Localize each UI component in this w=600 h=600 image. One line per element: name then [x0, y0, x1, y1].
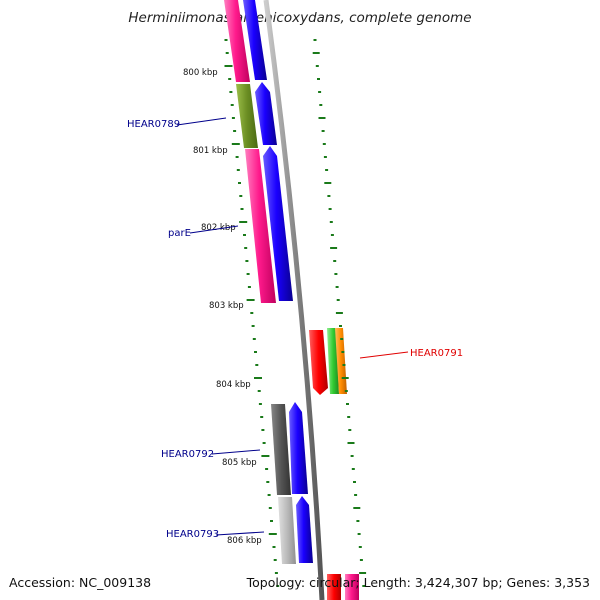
- accession-text: Accession: NC_009138: [9, 575, 152, 590]
- gene-label-hear0791[interactable]: HEAR0791: [410, 348, 463, 359]
- gene-block-forward-2: [255, 82, 277, 145]
- gene-block-red-hear0791: [309, 330, 328, 395]
- kbp-label-803: 803 kbp: [209, 301, 244, 311]
- gene-block-forward-1: [243, 0, 267, 80]
- leader-line-hear0792: [211, 449, 261, 455]
- gene-block-forward-3: [263, 146, 293, 301]
- map-title: Herminiimonas arsenicoxydans, complete g…: [128, 10, 472, 26]
- gene-block-forward-4: [289, 402, 308, 494]
- genome-backbone: [263, 0, 325, 600]
- kbp-label-805: 805 kbp: [222, 458, 257, 468]
- gene-block-pink-1: [224, 0, 250, 82]
- gene-block-olive: [236, 84, 258, 148]
- gene-labels: HEAR0789 parE HEAR0791 HEAR0792 HEAR0793: [127, 117, 463, 540]
- gene-label-hear0789[interactable]: HEAR0789: [127, 119, 180, 130]
- topology-text: Topology: circular; Length: 3,424,307 bp…: [246, 575, 590, 590]
- gc-skew-track-left: [224, 39, 280, 587]
- leader-line-pare: [189, 225, 239, 234]
- gene-block-pink-bottom: [345, 574, 359, 600]
- kbp-label-800: 800 kbp: [183, 68, 218, 78]
- leader-line-hear0793: [215, 531, 265, 536]
- kbp-scale: 800 kbp 801 kbp 802 kbp 803 kbp 804 kbp …: [183, 68, 262, 546]
- kbp-label-802: 802 kbp: [201, 223, 236, 233]
- leader-line-hear0791: [359, 351, 409, 359]
- leader-line-hear0789: [176, 117, 227, 126]
- gene-block-dark-gray: [271, 404, 291, 495]
- gene-block-forward-5: [296, 496, 313, 563]
- gene-label-hear0793[interactable]: HEAR0793: [166, 529, 219, 540]
- gene-label-pare[interactable]: parE: [168, 228, 191, 239]
- kbp-label-804: 804 kbp: [216, 380, 251, 390]
- kbp-label-806: 806 kbp: [227, 536, 262, 546]
- gene-block-red-bottom: [327, 574, 341, 600]
- gene-block-pink-2: [245, 149, 276, 303]
- gc-skew-track-right: [312, 39, 367, 587]
- gene-label-hear0792[interactable]: HEAR0792: [161, 449, 214, 460]
- kbp-label-801: 801 kbp: [193, 146, 228, 156]
- reverse-strand-genes: [224, 0, 359, 600]
- forward-strand-genes: [243, 0, 313, 563]
- gene-block-light-gray: [278, 497, 296, 564]
